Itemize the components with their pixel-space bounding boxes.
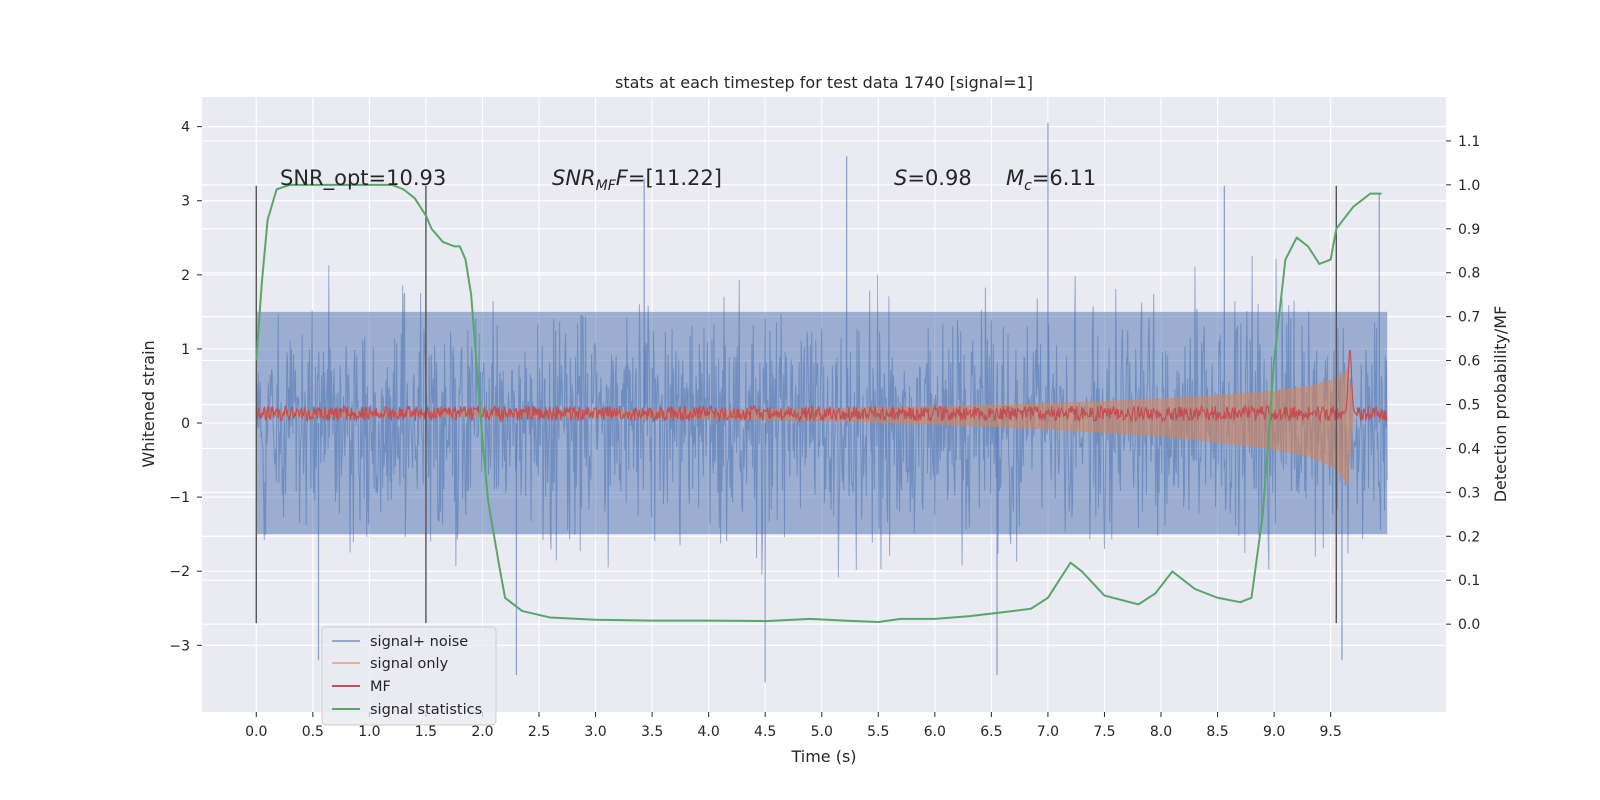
y-tick-label-left: 0 xyxy=(181,416,190,432)
signal-noise-line xyxy=(255,255,1388,578)
x-tick-label: 6.5 xyxy=(980,724,1002,740)
y-tick-label-right: 1.1 xyxy=(1458,134,1480,150)
y-axis-label-right: Detection probability/MF xyxy=(1491,306,1510,503)
x-tick-label: 6.0 xyxy=(924,724,946,740)
y-tick-label-right: 0.1 xyxy=(1458,573,1480,589)
x-tick-label: 7.5 xyxy=(1093,724,1115,740)
y-tick-label-right: 0.6 xyxy=(1458,354,1480,370)
x-tick-label: 4.5 xyxy=(754,724,776,740)
y-tick-label-left: 3 xyxy=(181,194,190,210)
x-tick-label: 8.5 xyxy=(1206,724,1228,740)
x-tick-label: 3.5 xyxy=(641,724,663,740)
x-tick-label: 0.0 xyxy=(245,724,267,740)
x-tick-label: 4.0 xyxy=(698,724,720,740)
x-tick-label: 5.5 xyxy=(867,724,889,740)
y-tick-label-left: −3 xyxy=(169,638,190,654)
y-tick-label-right: 1.0 xyxy=(1458,178,1480,194)
annotation-snr-opt: SNR_opt=10.93 xyxy=(280,166,446,191)
y-tick-label-right: 0.9 xyxy=(1458,222,1480,238)
y-axis-label: Whitened strain xyxy=(139,340,158,467)
legend-box xyxy=(321,626,497,726)
annotation-mc: Mc=6.11 xyxy=(1006,166,1096,194)
signal-only-envelope xyxy=(255,367,1354,487)
annotation-s: S=0.98 xyxy=(894,166,972,190)
signal-statistics-line xyxy=(255,183,1382,623)
y-tick-label-right: 0.5 xyxy=(1458,398,1480,414)
x-tick-label: 2.0 xyxy=(471,724,493,740)
y-tick-label-right: 0.4 xyxy=(1458,441,1480,457)
y-tick-label-left: −1 xyxy=(169,490,190,506)
x-tick-label: 7.0 xyxy=(1037,724,1059,740)
legend-label-mf: MF xyxy=(370,679,391,695)
legend-label-signal-noise: signal+ noise xyxy=(370,634,468,650)
legend-label-signal-only: signal only xyxy=(370,656,449,672)
mf-line xyxy=(255,350,1388,423)
y-tick-label-right: 0.2 xyxy=(1458,529,1480,545)
chart-title: stats at each timestep for test data 174… xyxy=(615,73,1033,92)
y-ticks-left: 4 3 2 1 0 −1 −2 −3 xyxy=(169,120,202,654)
annotation-snr-mf: SNRMFF=[11.22] xyxy=(552,166,722,194)
x-tick-label: 9.5 xyxy=(1320,724,1342,740)
y-tick-label-left: 4 xyxy=(181,120,190,136)
series-signal-statistics xyxy=(255,183,1382,623)
x-ticks: 0.0 0.5 1.0 1.5 2.0 2.5 3.0 3.5 4.0 4.5 5.0 5.5 6.0 6… xyxy=(245,712,1342,740)
x-tick-label: 1.0 xyxy=(358,724,380,740)
x-tick-label: 9.0 xyxy=(1263,724,1285,740)
y-tick-label-left: −2 xyxy=(169,564,190,580)
y-tick-label-left: 2 xyxy=(181,268,190,284)
legend: signal+ noise signal only MF signal stat… xyxy=(321,626,497,726)
vertical-markers xyxy=(255,185,1338,624)
y-tick-label-right: 0.3 xyxy=(1458,485,1480,501)
x-tick-label: 8.0 xyxy=(1150,724,1172,740)
legend-label-signal-statistics: signal statistics xyxy=(370,702,482,718)
x-tick-label: 3.0 xyxy=(584,724,606,740)
y-ticks-right: 1.1 1.0 0.9 0.8 0.7 0.6 0.5 0.4 0.3 0.2 0.1 0.0 xyxy=(1446,134,1480,633)
x-axis-label: Time (s) xyxy=(790,747,856,766)
series-mf xyxy=(255,350,1388,423)
x-tick-label: 0.5 xyxy=(302,724,324,740)
x-tick-label: 5.0 xyxy=(811,724,833,740)
x-tick-label: 1.5 xyxy=(415,724,437,740)
y-tick-label-right: 0.0 xyxy=(1458,617,1480,633)
y-tick-label-right: 0.8 xyxy=(1458,266,1480,282)
y-tick-label-right: 0.7 xyxy=(1458,310,1480,326)
y-tick-label-left: 1 xyxy=(181,342,190,358)
series-signal-only xyxy=(255,367,1354,487)
x-tick-label: 2.5 xyxy=(528,724,550,740)
